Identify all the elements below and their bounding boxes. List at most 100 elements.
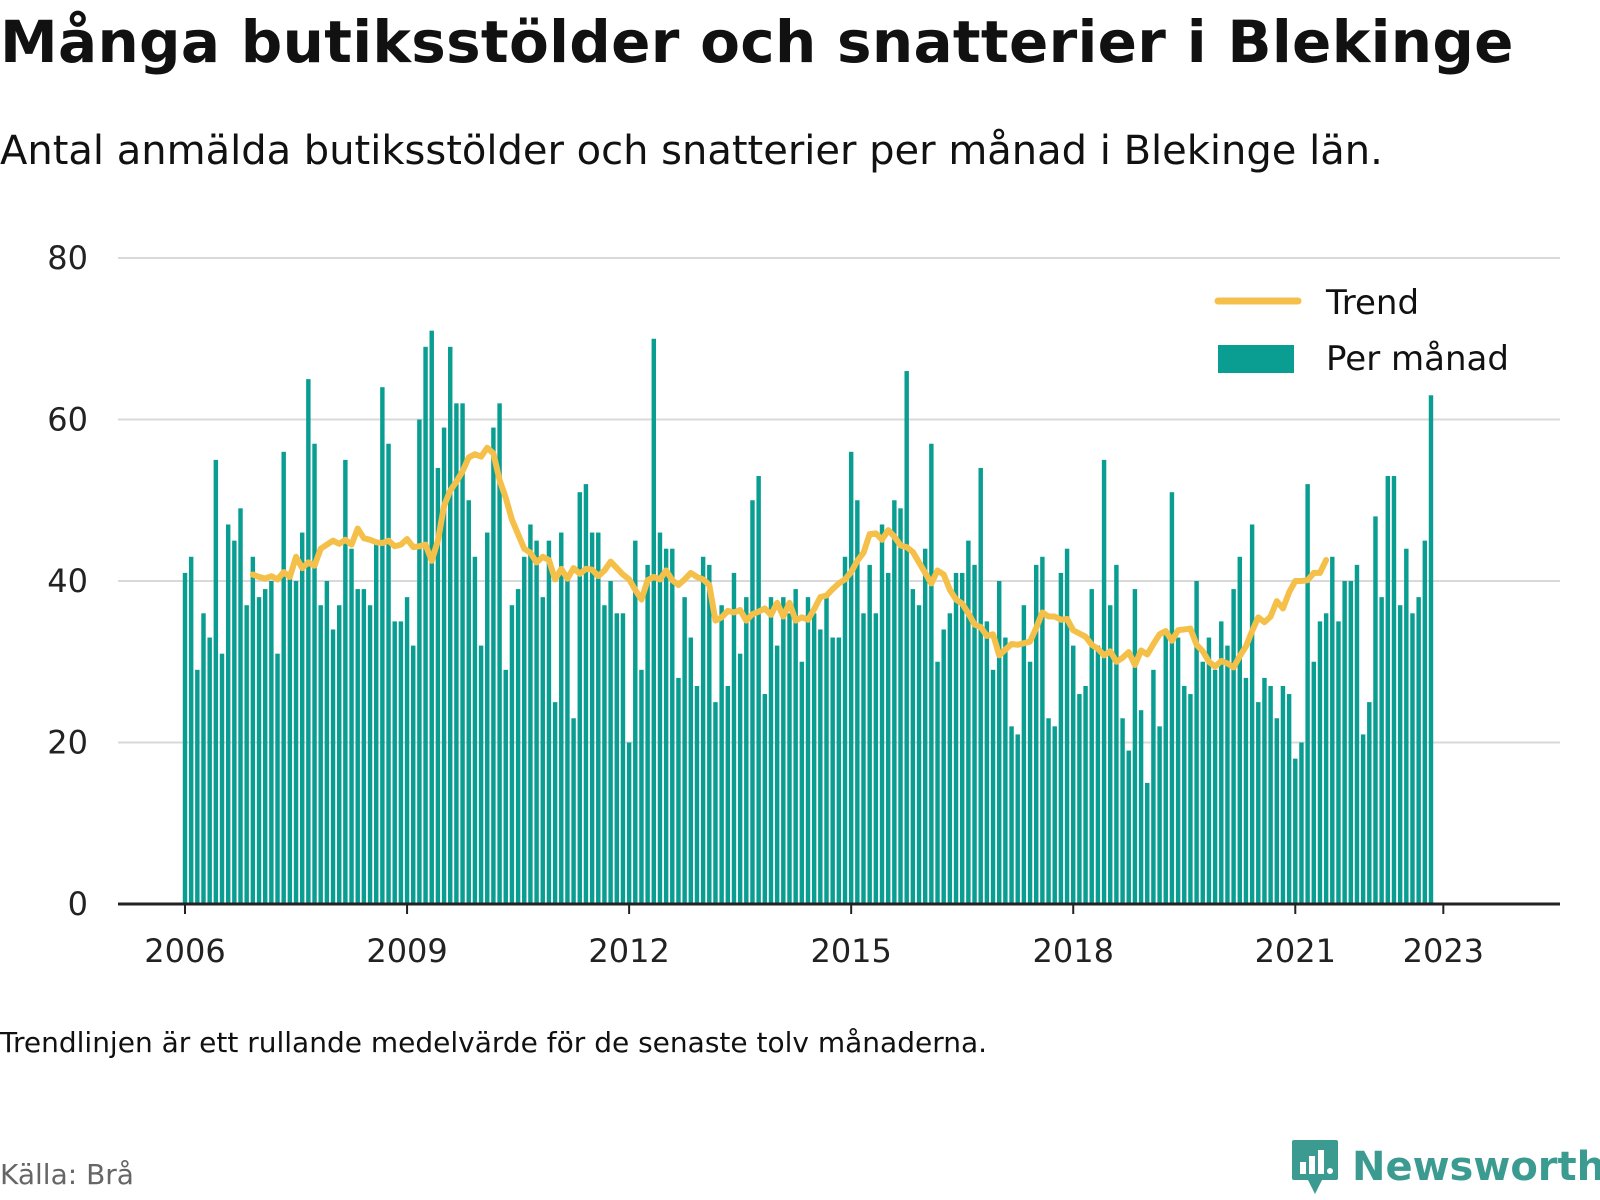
- bar: [1404, 548, 1409, 904]
- bar: [1323, 613, 1329, 904]
- bar: [1274, 718, 1279, 904]
- bar: [633, 540, 638, 905]
- newsworthy-logo-icon: [1292, 1140, 1338, 1194]
- bar: [552, 702, 558, 905]
- bar: [1422, 540, 1428, 905]
- bar: [472, 556, 478, 904]
- line-series-trend: [249, 444, 1330, 671]
- bar: [1397, 605, 1403, 904]
- bar: [491, 427, 496, 904]
- bar: [1373, 516, 1378, 904]
- bar: [1064, 548, 1070, 904]
- bar: [787, 613, 792, 904]
- bar: [1157, 726, 1162, 904]
- bar: [306, 379, 311, 905]
- bar: [1145, 782, 1150, 905]
- bar: [676, 677, 681, 904]
- bar: [466, 500, 471, 904]
- bar: [725, 685, 731, 904]
- bar: [1317, 621, 1323, 905]
- bar: [781, 597, 786, 904]
- bar: [1101, 459, 1107, 905]
- bar: [929, 443, 934, 904]
- brand-name: Newsworthy: [1352, 1144, 1600, 1190]
- bar: [1219, 621, 1224, 905]
- bar: [793, 589, 798, 904]
- bar: [454, 403, 459, 904]
- trend-line: [249, 444, 1330, 671]
- bar: [1132, 589, 1138, 904]
- bar: [509, 605, 515, 904]
- bar: [485, 532, 490, 904]
- bar: [238, 508, 243, 904]
- bar: [614, 613, 619, 904]
- bar: [731, 572, 737, 904]
- bar: [1138, 710, 1144, 904]
- footnote: Trendlinjen är ett rullande medelvärde f…: [0, 1026, 988, 1059]
- bar: [583, 484, 589, 904]
- bar: [275, 653, 280, 904]
- chart-subtitle: Antal anmälda butiksstölder och snatteri…: [0, 128, 1383, 174]
- bar: [367, 605, 373, 904]
- chart-title: Många butiksstölder och snatterier i Ble…: [0, 8, 1514, 76]
- bar: [972, 564, 977, 904]
- bar: [602, 605, 607, 904]
- bar: [916, 605, 922, 904]
- bar: [694, 685, 700, 904]
- bar: [1040, 556, 1045, 904]
- bar: [898, 508, 903, 904]
- bar: [1410, 613, 1415, 904]
- bar: [195, 669, 200, 904]
- bar: [299, 532, 305, 904]
- bar: [1336, 621, 1341, 905]
- bar: [515, 589, 521, 904]
- bar: [1200, 661, 1205, 904]
- bar: [546, 540, 552, 905]
- bar: [312, 443, 317, 904]
- bar: [287, 572, 293, 904]
- bar: [528, 524, 533, 904]
- bar: [620, 613, 626, 904]
- bar: [349, 548, 354, 904]
- bar: [1428, 395, 1434, 904]
- bar: [700, 556, 706, 904]
- bar: [1249, 524, 1255, 904]
- legend: Trend Per månad: [1214, 283, 1509, 379]
- bar: [1360, 734, 1366, 904]
- bar: [565, 572, 570, 904]
- bar: [1342, 581, 1347, 904]
- bar: [1114, 564, 1119, 904]
- source-label: Källa: Brå: [0, 1158, 134, 1191]
- x-tick-label: 2006: [144, 932, 225, 970]
- bar: [1237, 556, 1242, 904]
- bar: [503, 669, 508, 904]
- bar: [707, 564, 712, 904]
- bar: [670, 548, 675, 904]
- bar: [626, 742, 632, 904]
- bar: [867, 564, 872, 904]
- bar: [824, 597, 829, 904]
- x-tick-label: 2021: [1255, 932, 1336, 970]
- bar: [830, 637, 835, 904]
- x-tick-label: 2009: [366, 932, 447, 970]
- bar: [269, 581, 274, 904]
- bar: [1330, 556, 1335, 904]
- bar: [1206, 637, 1212, 904]
- bar: [1256, 702, 1261, 905]
- bar: [1095, 645, 1101, 904]
- x-tick-label: 2015: [810, 932, 891, 970]
- bar: [1009, 726, 1014, 904]
- bar: [922, 548, 928, 904]
- bar: [225, 524, 231, 904]
- bar: [1175, 637, 1181, 904]
- bar: [836, 637, 842, 904]
- bar: [774, 645, 780, 904]
- bar: [330, 629, 336, 904]
- bar: [571, 718, 576, 904]
- bar: [1231, 589, 1236, 904]
- bar: [318, 605, 323, 904]
- bar: [744, 597, 749, 904]
- bar: [324, 581, 330, 904]
- bar: [232, 540, 237, 905]
- bar: [522, 556, 527, 904]
